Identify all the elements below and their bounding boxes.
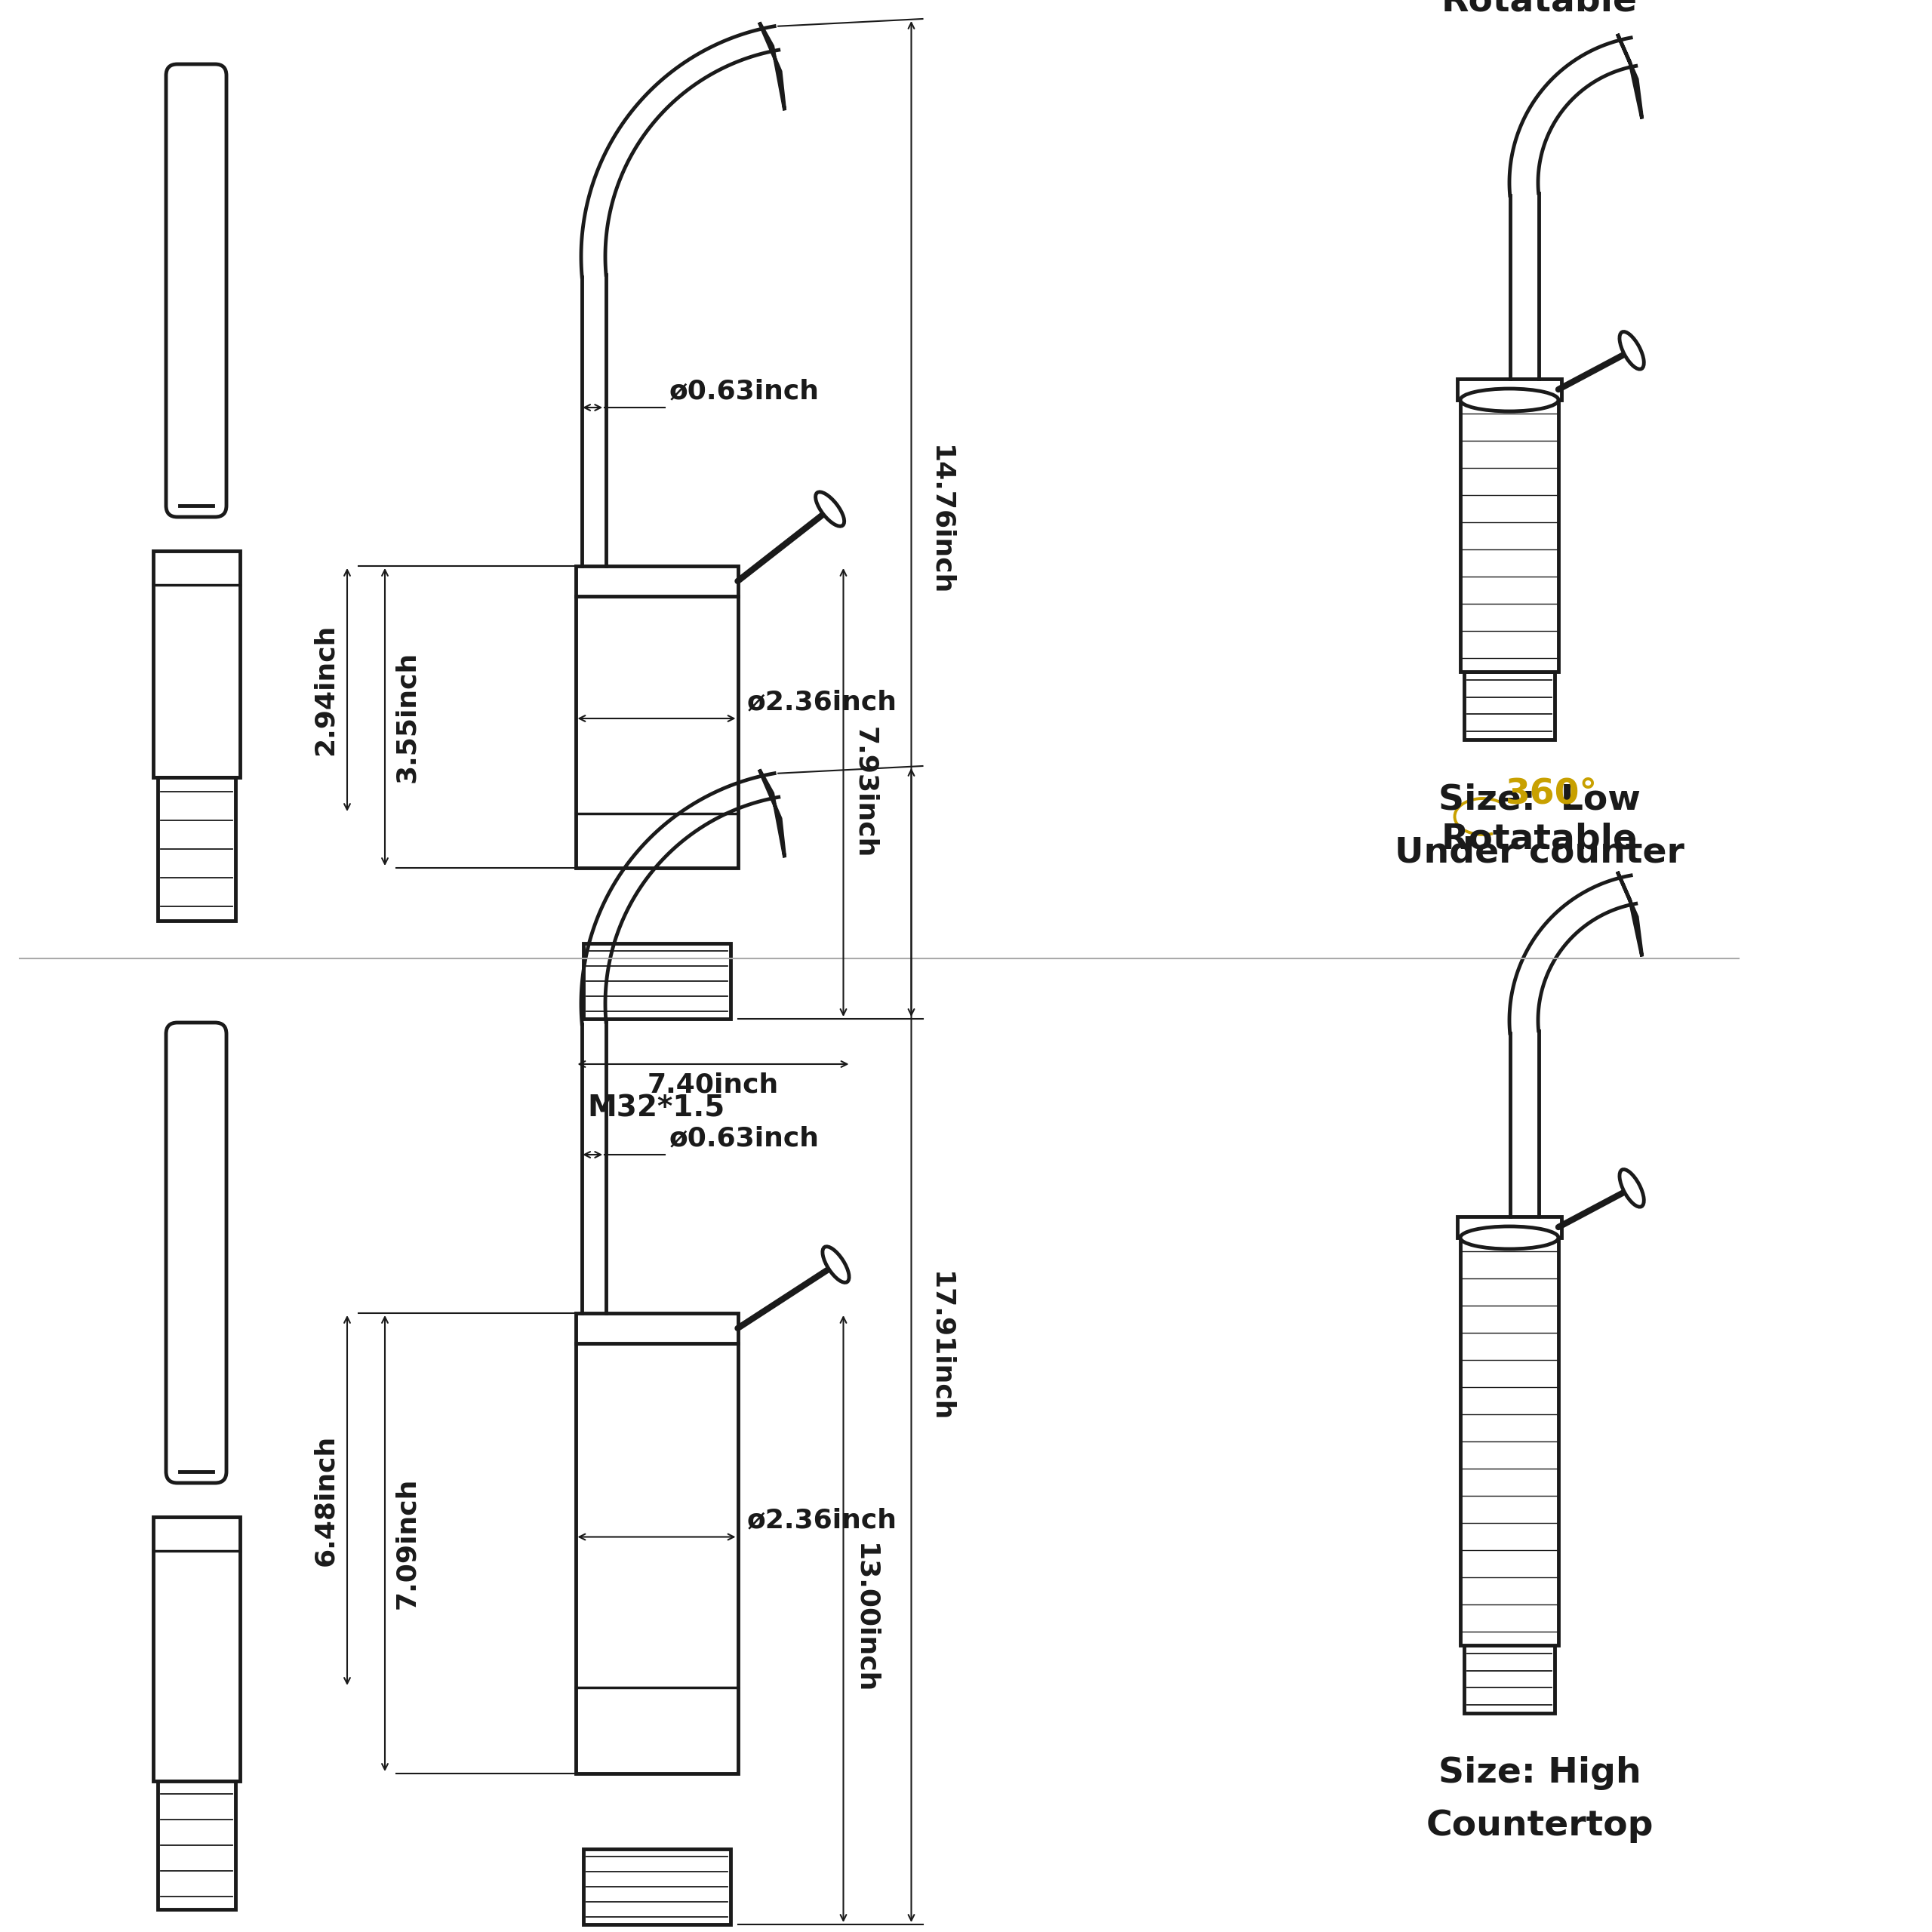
Bar (583, 943, 730, 1018)
Bar (576, 1343, 738, 1774)
Bar (576, 1314, 738, 1343)
Text: ø0.63inch: ø0.63inch (668, 379, 819, 404)
Bar (576, 566, 738, 597)
Bar (583, 1849, 730, 1924)
Text: 7.09inch: 7.09inch (394, 1478, 419, 1609)
Text: ø2.36inch: ø2.36inch (748, 1507, 896, 1534)
Text: Countertop: Countertop (1426, 1810, 1654, 1843)
Bar (156, 1781, 236, 1909)
Bar (156, 777, 236, 922)
Text: 6.48inch: 6.48inch (313, 1435, 338, 1567)
Text: Under counter: Under counter (1395, 837, 1685, 869)
Text: M32*1.5: M32*1.5 (587, 1094, 724, 1122)
Text: 7.40inch: 7.40inch (647, 1072, 779, 1097)
Ellipse shape (1619, 332, 1644, 369)
FancyBboxPatch shape (166, 64, 226, 518)
Bar (1464, 1646, 1555, 1714)
Polygon shape (1617, 35, 1642, 118)
Ellipse shape (823, 1246, 848, 1283)
Text: Rotatable: Rotatable (1441, 0, 1638, 19)
Text: 360°: 360° (1505, 777, 1598, 811)
Ellipse shape (1461, 1227, 1559, 1248)
Ellipse shape (815, 493, 844, 526)
FancyBboxPatch shape (166, 1022, 226, 1484)
Bar (576, 597, 738, 867)
Text: 7.93inch: 7.93inch (852, 726, 877, 858)
Bar (1457, 1217, 1561, 1238)
Ellipse shape (1461, 388, 1559, 412)
Text: 17.91inch: 17.91inch (927, 1271, 954, 1422)
Bar (153, 1517, 240, 1781)
Bar (1457, 379, 1561, 400)
Text: 2.94inch: 2.94inch (313, 624, 338, 755)
Bar (1461, 400, 1559, 672)
Text: ø0.63inch: ø0.63inch (668, 1124, 819, 1151)
Bar (1461, 1238, 1559, 1646)
Text: 13.00inch: 13.00inch (852, 1544, 877, 1694)
Text: Size: High: Size: High (1437, 1756, 1640, 1791)
Bar (1464, 672, 1555, 740)
Bar (153, 551, 240, 777)
Text: Rotatable: Rotatable (1441, 823, 1638, 856)
Text: 14.76inch: 14.76inch (927, 446, 954, 595)
Polygon shape (759, 23, 784, 110)
Text: 3.55inch: 3.55inch (394, 651, 419, 782)
Ellipse shape (1619, 1169, 1644, 1208)
Polygon shape (759, 769, 784, 858)
Polygon shape (1617, 871, 1642, 956)
Text: ø2.36inch: ø2.36inch (748, 690, 896, 715)
Text: Size:  Low: Size: Low (1439, 782, 1640, 817)
